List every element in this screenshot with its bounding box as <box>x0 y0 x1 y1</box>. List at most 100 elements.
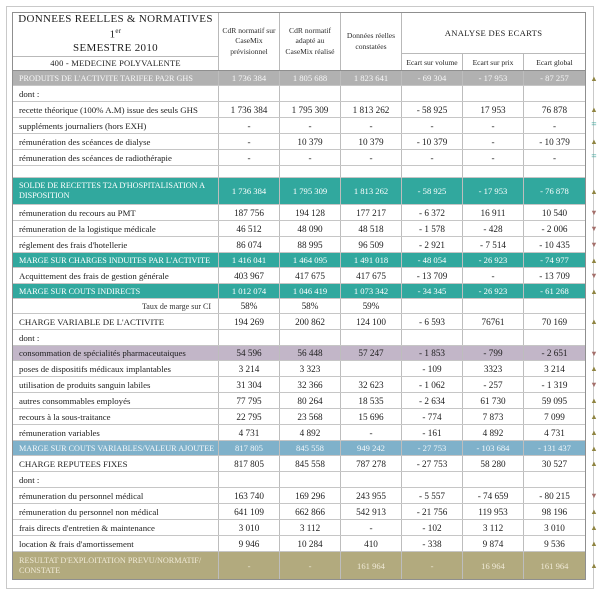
trend-up-icon: ▲ <box>590 428 598 438</box>
cell-value: 542 913 <box>341 504 402 519</box>
cell-value: 169 296 <box>280 488 341 503</box>
cell-value: 7 099 <box>544 411 565 422</box>
row-label: CHARGE VARIABLE DE L'ACTIVITE <box>13 314 219 329</box>
cell-value: - 10 379 <box>402 134 463 149</box>
cell-value: 1 795 309 <box>280 102 341 117</box>
report-title: DONNEES REELLES & NORMATIVES 1er SEMESTR… <box>13 13 218 56</box>
cell-value <box>463 472 524 487</box>
table-row: RESULTAT D'EXPLOITATION PREVU/NORMATIF/ … <box>13 552 585 579</box>
cell-value <box>402 166 463 177</box>
ecarts-group-title: ANALYSE DES ECARTS <box>402 13 585 54</box>
cell-value <box>341 472 402 487</box>
cell-value: 3323 <box>463 361 524 376</box>
cell-value: - 774 <box>402 409 463 424</box>
cell-value: - 6 593 <box>402 314 463 329</box>
table-header: DONNEES REELLES & NORMATIVES 1er SEMESTR… <box>13 13 585 71</box>
table-row: rémunération des scéances de dialyse -10 … <box>13 134 585 150</box>
cell-value: - <box>552 120 557 131</box>
cell-value: - 61 268 <box>540 286 569 296</box>
cell-value: - 109 <box>402 361 463 376</box>
cell-value: - <box>402 118 463 133</box>
trend-up-icon: ▲ <box>590 317 598 327</box>
table-row: utilisation de produits sanguin labiles 3… <box>13 377 585 393</box>
table-row: SOLDE DE RECETTES T2A D'HOSPITALISATION … <box>13 178 585 205</box>
row-label: suppléments journaliers (hors EXH) <box>13 118 219 133</box>
table-row: rémuneration variables 4 731 4 892- - 161 4 … <box>13 425 585 441</box>
cell-value: 86 074 <box>219 237 280 252</box>
cell-value <box>280 472 341 487</box>
cell-value: 80 264 <box>280 393 341 408</box>
indicator-spacer <box>587 472 600 488</box>
report-title-ordinal: er <box>115 26 122 35</box>
cell-value: - 74 659 <box>463 488 524 503</box>
cell-value: - 10 435 <box>539 239 570 250</box>
cell-value: 4 892 <box>280 425 341 440</box>
cell-value <box>280 86 341 101</box>
column-header-cdr-previsionnel: CdR normatif sur CaseMix prévisionnel <box>219 13 280 70</box>
cell-value <box>463 330 524 345</box>
cell-value: 177 217 <box>341 205 402 220</box>
cell-value: 77 795 <box>219 393 280 408</box>
row-label: recette théorique (100% A.M) issue des s… <box>13 102 219 117</box>
trend-down-icon: ▼ <box>590 224 598 234</box>
table-row: CHARGE VARIABLE DE L'ACTIVITE 194 269 200 … <box>13 314 585 330</box>
cell-value: 9 536 <box>544 538 565 549</box>
cell-value: 56 448 <box>280 346 341 360</box>
cell-value: - <box>280 150 341 165</box>
table-row: Acquittement des frais de gestion généra… <box>13 268 585 284</box>
trend-down-icon: ▼ <box>590 491 598 501</box>
trend-down-icon: ▼ <box>590 271 598 281</box>
cell-value: 3 010 <box>544 522 565 533</box>
cell-value: 1 823 641 <box>341 71 402 85</box>
cell-value: - 34 345 <box>402 284 463 298</box>
cell-value: 1 795 309 <box>280 178 341 204</box>
cell-value: - 338 <box>402 536 463 551</box>
cell-value: 641 109 <box>219 504 280 519</box>
cell-value: 3 214 <box>544 363 565 374</box>
cell-value: 58% <box>280 299 341 313</box>
cell-value: - 76 878 <box>540 186 569 196</box>
cell-value: 30 527 <box>541 458 568 469</box>
cell-value: 1 416 041 <box>219 253 280 267</box>
row-label: dont : <box>13 472 219 487</box>
cell-value: - 21 756 <box>402 504 463 519</box>
cell-value: - 428 <box>463 221 524 236</box>
cell-value <box>219 166 280 177</box>
cell-value: 10 284 <box>280 536 341 551</box>
cell-value: 417 675 <box>280 268 341 283</box>
cell-value: 817 805 <box>219 456 280 471</box>
table-row: recette théorique (100% A.M) issue des s… <box>13 102 585 118</box>
cell-value <box>402 299 463 313</box>
cell-value: 57 247 <box>341 346 402 360</box>
table-rows: PRODUITS DE L'ACTIVITE TARIFEE PA2R GHS 1… <box>13 71 585 579</box>
cell-value: 949 242 <box>341 441 402 455</box>
cell-value: - <box>341 150 402 165</box>
row-label: poses de dispositifs médicaux implantabl… <box>13 361 219 376</box>
cell-value <box>463 86 524 101</box>
cell-value: - 7 514 <box>463 237 524 252</box>
cell-value: 1 813 262 <box>341 102 402 117</box>
row-label: MARGE SUR COUTS INDIRECTS <box>13 284 219 298</box>
trend-equal-icon: = <box>591 152 597 163</box>
cell-value: 54 596 <box>219 346 280 360</box>
column-header-ecart-global: Ecart global <box>536 57 573 67</box>
cell-value: - <box>402 552 463 579</box>
cell-value: - 131 437 <box>538 443 571 453</box>
cell-value: 18 535 <box>341 393 402 408</box>
cell-value: - 13 709 <box>402 268 463 283</box>
cell-value <box>402 472 463 487</box>
cell-value: - 5 557 <box>402 488 463 503</box>
cell-value: 31 304 <box>219 377 280 392</box>
cell-value: 61 730 <box>463 393 524 408</box>
cell-value: 187 756 <box>219 205 280 220</box>
row-label: RESULTAT D'EXPLOITATION PREVU/NORMATIF/ … <box>13 552 219 579</box>
row-label: CHARGE REPUTEES FIXES <box>13 456 219 471</box>
table-row: dont : <box>13 330 585 346</box>
table-row: rémuneration du personnel non médical 641… <box>13 504 585 520</box>
row-label <box>13 166 219 177</box>
cell-value: 58 280 <box>463 456 524 471</box>
cell-value: - 87 257 <box>540 73 569 83</box>
cell-value <box>341 86 402 101</box>
row-label: dont : <box>13 330 219 345</box>
indicator-spacer <box>587 86 600 102</box>
